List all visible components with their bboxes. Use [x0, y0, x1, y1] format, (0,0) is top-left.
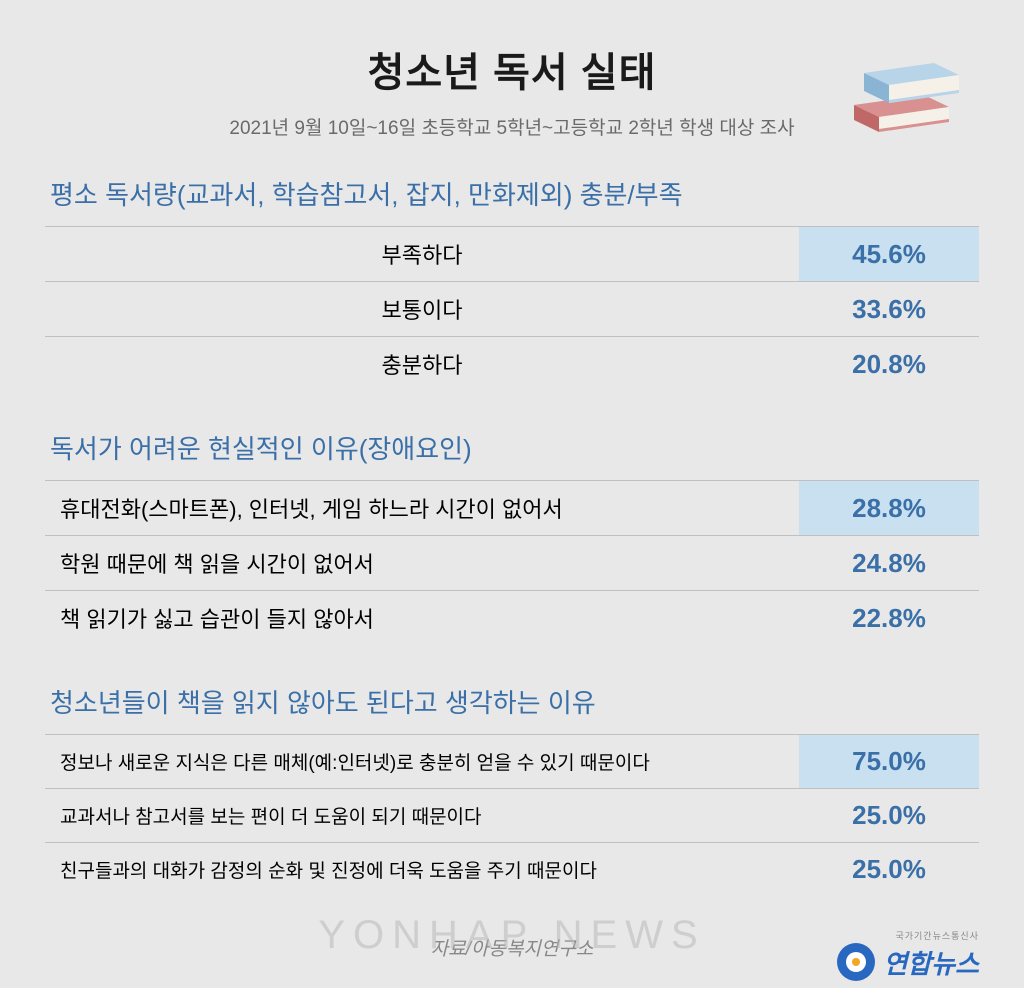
row-label: 친구들과의 대화가 감정의 순화 및 진정에 더욱 도움을 주기 때문이다 — [45, 842, 799, 896]
section-heading: 청소년들이 책을 읽지 않아도 된다고 생각하는 이유 — [45, 683, 979, 720]
table-row: 책 읽기가 싫고 습관이 들지 않아서22.8% — [45, 590, 979, 645]
data-table: 정보나 새로운 지식은 다른 매체(예:인터넷)로 충분히 얻을 수 있기 때문… — [45, 734, 979, 896]
row-value: 22.8% — [799, 590, 979, 645]
logo-subtext: 국가기간뉴스통신사 — [895, 929, 979, 942]
row-value: 28.8% — [799, 480, 979, 535]
row-value: 25.0% — [799, 842, 979, 896]
sections-container: 평소 독서량(교과서, 학습참고서, 잡지, 만화제외) 충분/부족부족하다45… — [45, 175, 979, 896]
row-label: 휴대전화(스마트폰), 인터넷, 게임 하느라 시간이 없어서 — [45, 480, 799, 535]
data-table: 휴대전화(스마트폰), 인터넷, 게임 하느라 시간이 없어서28.8%학원 때… — [45, 480, 979, 645]
row-value: 45.6% — [799, 226, 979, 281]
books-icon — [839, 45, 969, 150]
section: 독서가 어려운 현실적인 이유(장애요인) 휴대전화(스마트폰), 인터넷, 게임… — [45, 429, 979, 645]
footer: 자료/아동복지연구소 국가기간뉴스통신사 연합뉴스 — [45, 934, 979, 961]
row-label: 책 읽기가 싫고 습관이 들지 않아서 — [45, 590, 799, 645]
row-value: 25.0% — [799, 788, 979, 842]
row-label: 교과서나 참고서를 보는 편이 더 도움이 되기 때문이다 — [45, 788, 799, 842]
row-value: 75.0% — [799, 734, 979, 788]
table-row: 교과서나 참고서를 보는 편이 더 도움이 되기 때문이다25.0% — [45, 788, 979, 842]
row-label: 부족하다 — [45, 226, 799, 281]
logo: 국가기간뉴스통신사 연합뉴스 — [837, 943, 979, 981]
table-row: 부족하다45.6% — [45, 226, 979, 281]
row-label: 정보나 새로운 지식은 다른 매체(예:인터넷)로 충분히 얻을 수 있기 때문… — [45, 734, 799, 788]
header: 청소년 독서 실태 2021년 9월 10일~16일 초등학교 5학년~고등학교… — [45, 40, 979, 140]
logo-text: 연합뉴스 — [883, 944, 979, 981]
section: 평소 독서량(교과서, 학습참고서, 잡지, 만화제외) 충분/부족부족하다45… — [45, 175, 979, 391]
data-table: 부족하다45.6%보통이다33.6%충분하다20.8% — [45, 226, 979, 391]
row-value: 24.8% — [799, 535, 979, 590]
logo-mark-icon — [837, 943, 875, 981]
row-label: 학원 때문에 책 읽을 시간이 없어서 — [45, 535, 799, 590]
row-label: 충분하다 — [45, 336, 799, 391]
row-value: 20.8% — [799, 336, 979, 391]
row-value: 33.6% — [799, 281, 979, 336]
row-label: 보통이다 — [45, 281, 799, 336]
table-row: 정보나 새로운 지식은 다른 매체(예:인터넷)로 충분히 얻을 수 있기 때문… — [45, 734, 979, 788]
table-row: 충분하다20.8% — [45, 336, 979, 391]
section-heading: 독서가 어려운 현실적인 이유(장애요인) — [45, 429, 979, 466]
table-row: 휴대전화(스마트폰), 인터넷, 게임 하느라 시간이 없어서28.8% — [45, 480, 979, 535]
section: 청소년들이 책을 읽지 않아도 된다고 생각하는 이유정보나 새로운 지식은 다… — [45, 683, 979, 896]
table-row: 보통이다33.6% — [45, 281, 979, 336]
table-row: 친구들과의 대화가 감정의 순화 및 진정에 더욱 도움을 주기 때문이다25.… — [45, 842, 979, 896]
section-heading: 평소 독서량(교과서, 학습참고서, 잡지, 만화제외) 충분/부족 — [45, 175, 979, 212]
source-text: 자료/아동복지연구소 — [55, 934, 969, 961]
table-row: 학원 때문에 책 읽을 시간이 없어서24.8% — [45, 535, 979, 590]
